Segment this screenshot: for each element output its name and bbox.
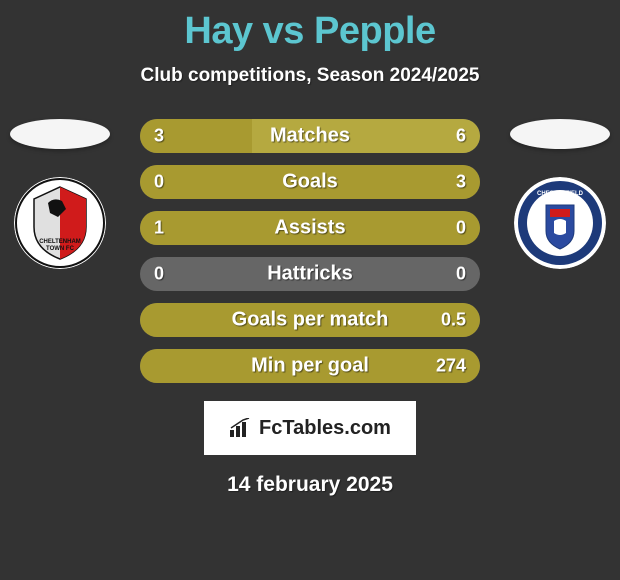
svg-text:TOWN FC: TOWN FC (46, 246, 75, 252)
stat-label: Hattricks (267, 263, 353, 286)
stat-value-right: 274 (436, 356, 466, 377)
date-text: 14 february 2025 (0, 473, 620, 497)
stat-value-left: 3 (154, 126, 164, 147)
stat-value-right: 0.5 (441, 310, 466, 331)
content-area: CHELTENHAM TOWN FC CHESTERFIELD 36Matc (0, 119, 620, 497)
page-subtitle: Club competitions, Season 2024/2025 (0, 65, 620, 87)
comparison-card: Hay vs Pepple Club competitions, Season … (0, 0, 620, 580)
player-avatar-left (10, 119, 110, 149)
left-player-column: CHELTENHAM TOWN FC (10, 119, 110, 269)
page-title: Hay vs Pepple (0, 0, 620, 53)
stat-label: Min per goal (251, 355, 369, 378)
stat-label: Assists (274, 217, 345, 240)
stat-value-left: 0 (154, 264, 164, 285)
stat-value-right: 6 (456, 126, 466, 147)
stat-value-left: 0 (154, 172, 164, 193)
stat-row-goals-per-match: 0.5 Goals per match (140, 303, 480, 337)
stat-label: Matches (270, 125, 350, 148)
player-avatar-right (510, 119, 610, 149)
fctables-logo[interactable]: FcTables.com (204, 401, 416, 455)
stat-value-right: 0 (456, 264, 466, 285)
right-player-column: CHESTERFIELD (510, 119, 610, 269)
club-badge-right: CHESTERFIELD (514, 177, 606, 269)
stat-row-matches: 3 6 Matches (140, 119, 480, 153)
stat-value-left: 1 (154, 218, 164, 239)
stat-label: Goals (282, 171, 338, 194)
svg-text:CHELTENHAM: CHELTENHAM (39, 239, 81, 245)
stat-value-right: 0 (456, 218, 466, 239)
svg-text:CHESTERFIELD: CHESTERFIELD (537, 191, 584, 197)
logo-text: FcTables.com (259, 417, 391, 440)
chart-icon (229, 418, 253, 438)
club-badge-left: CHELTENHAM TOWN FC (14, 177, 106, 269)
stat-row-min-per-goal: 274 Min per goal (140, 349, 480, 383)
stat-row-goals: 0 3 Goals (140, 165, 480, 199)
stat-label: Goals per match (232, 309, 389, 332)
stat-value-right: 3 (456, 172, 466, 193)
stat-row-assists: 1 0 Assists (140, 211, 480, 245)
stat-bars: 3 6 Matches 0 3 Goals 1 0 Assists 0 0 Hattricks 0.5 G… (140, 119, 480, 383)
stat-row-hattricks: 0 0 Hattricks (140, 257, 480, 291)
